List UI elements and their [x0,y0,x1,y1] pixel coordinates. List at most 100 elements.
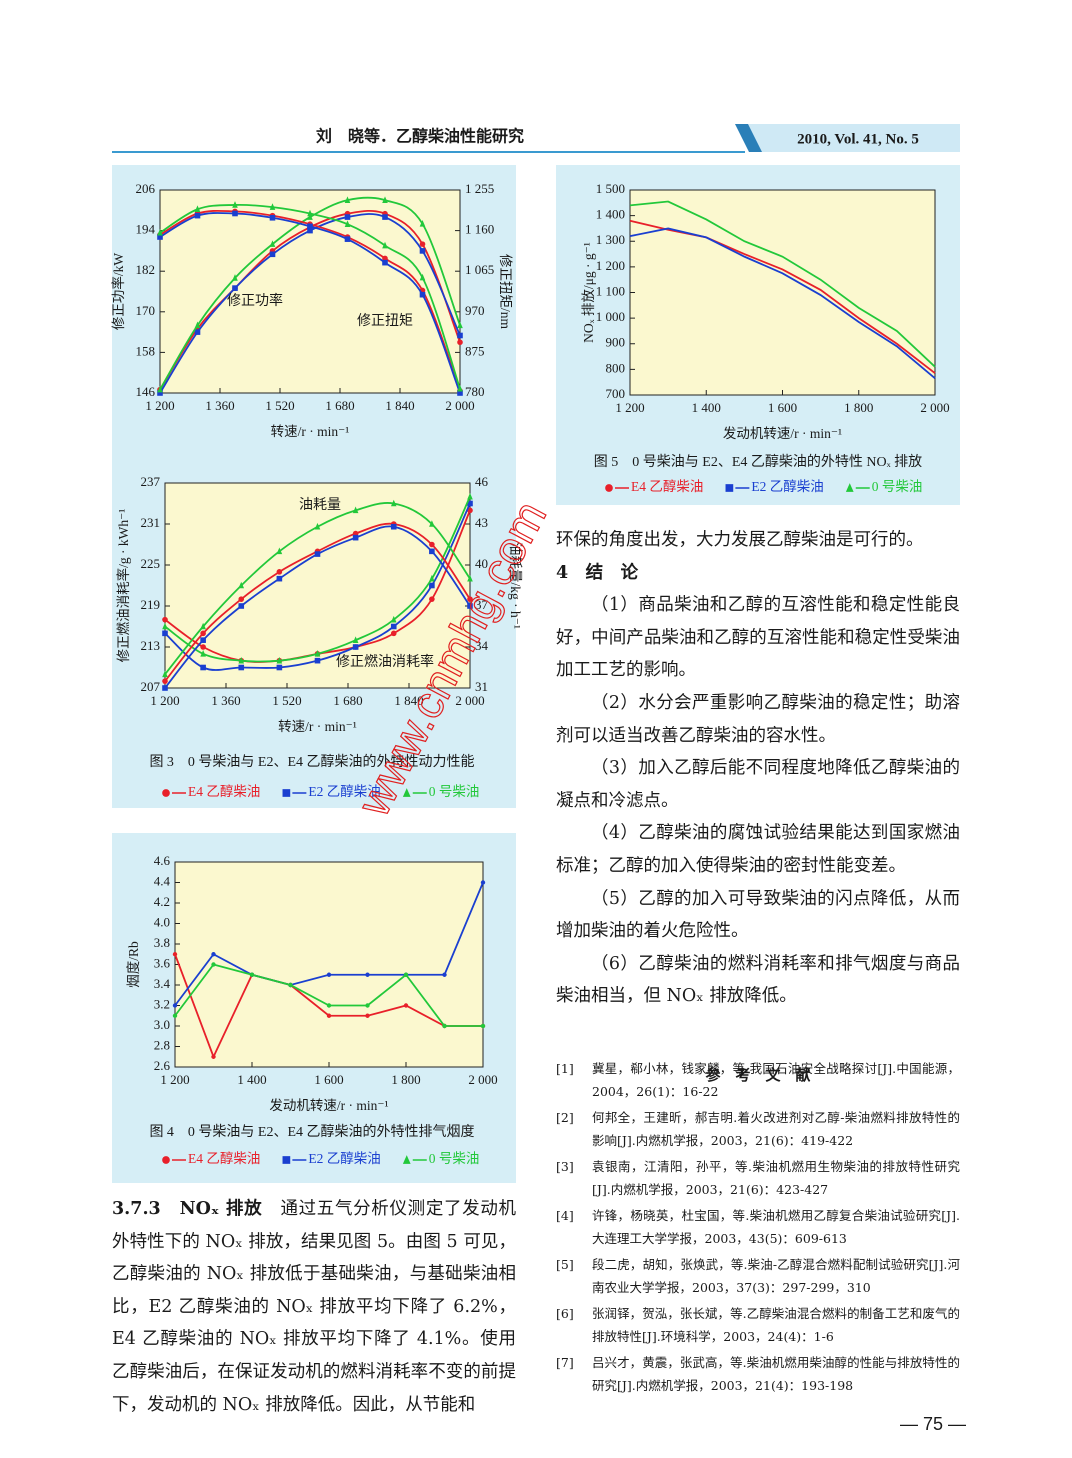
annotation: 修正燃油消耗率 [336,653,434,670]
y-axis-label: NOₓ 排放/μg · g⁻¹ [581,242,596,343]
marker [232,274,238,281]
marker [419,220,426,227]
reference: [7] 吕兴才，黄震，张武高，等.柴油机燃用柴油醇的性能与排放特性的研究[J].内… [556,1351,960,1397]
y2-tick-label: 1 065 [465,262,494,277]
x-tick-label: 1 600 [768,400,797,415]
annotation: 修正功率 [227,292,283,309]
x-tick-label: 2 000 [468,1072,497,1087]
marker [429,520,435,527]
series-line [629,200,936,368]
reference-text: 吕兴才，黄震，张武高，等.柴油机燃用柴油醇的性能与排放特性的研究[J].内燃机学… [592,1355,960,1393]
marker [419,248,426,254]
x-tick-label: 1 600 [314,1072,343,1087]
marker [314,657,321,664]
y-tick-label: 1 100 [596,283,625,298]
marker [344,220,351,227]
plot-area [629,189,936,396]
legend-marker [282,789,291,797]
marker [429,548,435,555]
conclusion-list: （1）商品柴油和乙醇的互溶性能和稳定性能良好，中间产品柴油和乙醇的互溶性能和稳定… [556,589,960,1013]
marker [390,623,397,630]
marker [382,214,388,220]
marker [162,616,168,623]
marker [467,603,473,609]
y-tick-label: 182 [136,262,156,277]
marker [276,664,283,671]
reference-list: [1] 冀星，郗小林，钱家麟，等.我国石油安全战略探讨[J].中国能源，2004，… [556,1057,960,1400]
reference-number: [4] [556,1208,574,1223]
marker [467,507,473,514]
x-tick-label: 1 200 [145,398,174,413]
marker [232,285,238,291]
marker [467,574,473,582]
conclusion-item: （3）加入乙醇后能不同程度地降低乙醇柴油的凝点和冷滤点。 [556,758,960,811]
y-tick-label: 3.4 [154,976,171,991]
marker [365,972,370,977]
reference-text: 许锋，杨晓英，杜宝国，等.柴油机燃用乙醇复合柴油试验研究[J].大连理工大学学报… [592,1208,960,1246]
reference: [6] 张润铎，贺泓，张长斌，等.乙醇柴油混合燃料的制备工艺和废气的排放特性[J]… [556,1302,960,1348]
marker [211,962,216,967]
figure-caption: 图 5 0 号柴油与 E2、E4 乙醇柴油的外特性 NOₓ 排放 [594,453,922,470]
marker [162,670,168,678]
y-tick-label: 1 500 [596,181,625,196]
marker [467,596,473,602]
figure-caption: 图 4 0 号柴油与 E2、E4 乙醇柴油的外特性排气烟度 [149,1123,474,1140]
reference-text: 张润铎，贺泓，张长斌，等.乙醇柴油混合燃料的制备工艺和废气的排放特性[J].环境… [592,1306,960,1344]
marker [390,523,397,530]
reference: [4] 许锋，杨晓英，杜宝国，等.柴油机燃用乙醇复合柴油试验研究[J].大连理工大… [556,1204,960,1250]
x-tick-label: 1 520 [265,398,294,413]
y-tick-label: 2.6 [154,1058,171,1073]
x-tick-label: 1 400 [692,400,721,415]
marker [157,385,163,393]
marker [157,228,163,236]
y-tick-label: 194 [136,222,156,237]
y-tick-label: 237 [141,474,161,489]
marker [238,596,245,602]
x-tick-label: 2 000 [445,398,474,413]
y-tick-label: 3.8 [154,935,170,950]
y2-tick-label: 46 [475,474,489,489]
y2-tick-label: 780 [465,384,485,399]
x-tick-label: 1 200 [150,693,179,708]
x-tick-label: 1 680 [325,398,354,413]
marker [457,321,463,329]
y2-axis-label: 修正扭矩/nm [498,254,513,330]
marker [200,664,206,671]
reference-text: 袁银南，江清阳，孙平，等.柴油机燃用生物柴油的排放特性研究[J].内燃机学报，2… [592,1159,960,1197]
y2-tick-label: 970 [465,303,485,318]
y-tick-label: 4.6 [154,853,171,868]
y-tick-label: 146 [136,384,156,399]
marker [480,880,486,885]
marker [403,1003,409,1008]
marker [457,332,463,339]
x-tick-label: 1 200 [615,400,644,415]
y-axis-label: 修正燃油消耗率/g · kWh⁻¹ [115,509,131,663]
reference-text: 段二虎，胡知，张焕武，等.柴油-乙醇混合燃料配制试验研究[J].河南农业大学学报… [592,1257,960,1295]
legend-marker [402,1155,411,1164]
legend-marker [162,789,170,797]
y-tick-label: 231 [141,515,161,530]
marker [457,384,463,392]
marker [352,636,359,643]
marker [200,622,206,630]
legend-label: E4 乙醇柴油 [188,1150,260,1166]
conclusion-item: （4）乙醇柴油的腐蚀试验结果能达到国家燃油标准；乙醇的加入使得柴油的密封性能变差… [556,823,960,876]
x-tick-label: 1 400 [237,1072,266,1087]
x-tick-label: 1 680 [333,693,362,708]
text-column: 环保的角度出发，大力发展乙醇柴油是可行的。 4 结 论 （1）商品柴油和乙醇的互… [556,524,960,1092]
marker [419,291,426,298]
section-number: 3.7.3 [112,1199,161,1219]
x-tick-label: 1 520 [272,693,301,708]
conclusion-item: （5）乙醇的加入可导致柴油的闪点降低，从而增加柴油的着火危险性。 [556,888,960,942]
x-tick-label: 1 360 [205,398,234,413]
y-tick-label: 4.0 [154,914,170,929]
series-line [629,227,936,380]
conclusion-item: （2）水分会严重影响乙醇柴油的稳定性；助溶剂可以适当改善乙醇柴油的容水性。 [556,692,960,746]
marker [365,1013,370,1018]
marker [269,203,276,210]
annotation: 油耗量 [299,497,341,513]
marker [200,650,206,657]
figure-caption: 图 3 0 号柴油与 E2、E4 乙醇柴油的外特性动力性能 [149,753,474,770]
